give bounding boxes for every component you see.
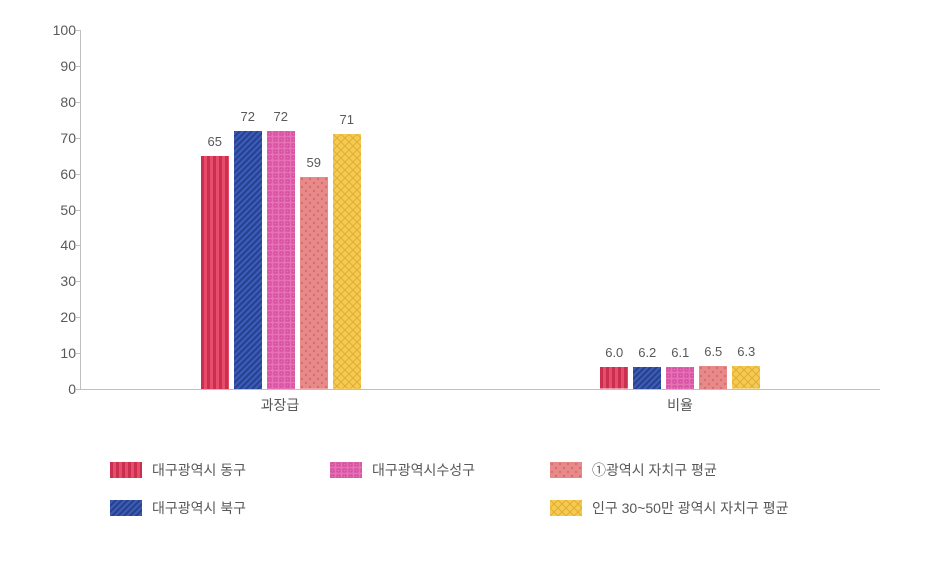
bar-value-label: 6.3 [737,344,755,359]
bar: 71 [333,134,361,389]
bar-value-label: 71 [340,112,354,127]
bar: 6.3 [732,366,760,389]
bar: 6.0 [600,367,628,389]
bar: 6.1 [666,367,694,389]
legend-label: 대구광역시 동구 [152,460,246,480]
bar: 59 [300,177,328,389]
legend-swatch [550,500,582,516]
legend-item: 대구광역시수성구 [330,460,550,480]
bar-value-label: 6.1 [671,345,689,360]
y-tick-label: 90 [41,58,76,74]
y-tick-label: 20 [41,309,76,325]
bar: 6.5 [699,366,727,389]
legend-swatch [110,500,142,516]
legend: 대구광역시 동구 대구광역시수성구 ①광역시 자치구 평균대구광역시 북구 인구 30… [110,460,900,518]
legend-swatch [110,462,142,478]
bar-value-label: 65 [208,134,222,149]
bar-value-label: 59 [307,155,321,170]
bars-area: 65727259716.06.26.16.56.3 [81,30,880,389]
legend-item: 대구광역시 동구 [110,460,330,480]
legend-item: ①광역시 자치구 평균 [550,460,890,480]
legend-label: 대구광역시수성구 [372,460,475,480]
y-tick-label: 60 [41,166,76,182]
x-axis-label-0: 과장급 [80,395,480,415]
bar-value-label: 6.0 [605,345,623,360]
chart-container: 0102030405060708090100 65727259716.06.26… [80,20,880,450]
legend-label: 대구광역시 북구 [152,498,246,518]
legend-swatch [550,462,582,478]
bar-value-label: 6.2 [638,345,656,360]
y-tick-label: 80 [41,94,76,110]
bar: 6.2 [633,367,661,389]
y-tick-label: 0 [41,381,76,397]
legend-label: 인구 30~50만 광역시 자치구 평균 [592,498,789,518]
y-tick-label: 30 [41,273,76,289]
bar-value-label: 72 [241,109,255,124]
legend-swatch [330,462,362,478]
bar: 72 [234,131,262,389]
bar-value-label: 72 [274,109,288,124]
y-tick-label: 50 [41,202,76,218]
legend-label: ①광역시 자치구 평균 [592,460,717,480]
legend-item: 인구 30~50만 광역시 자치구 평균 [550,498,890,518]
plot-area: 0102030405060708090100 65727259716.06.26… [80,30,880,390]
y-tick-label: 100 [41,22,76,38]
bar: 72 [267,131,295,389]
bar: 65 [201,156,229,389]
y-tick-label: 10 [41,345,76,361]
y-tick-label: 40 [41,237,76,253]
category-group: 6.06.26.16.56.3 [481,30,881,389]
x-axis-label-1: 비율 [480,395,880,415]
legend-item: 대구광역시 북구 [110,498,330,518]
category-group: 6572725971 [81,30,481,389]
y-tick-label: 70 [41,130,76,146]
legend-item [330,498,550,518]
bar-value-label: 6.5 [704,344,722,359]
